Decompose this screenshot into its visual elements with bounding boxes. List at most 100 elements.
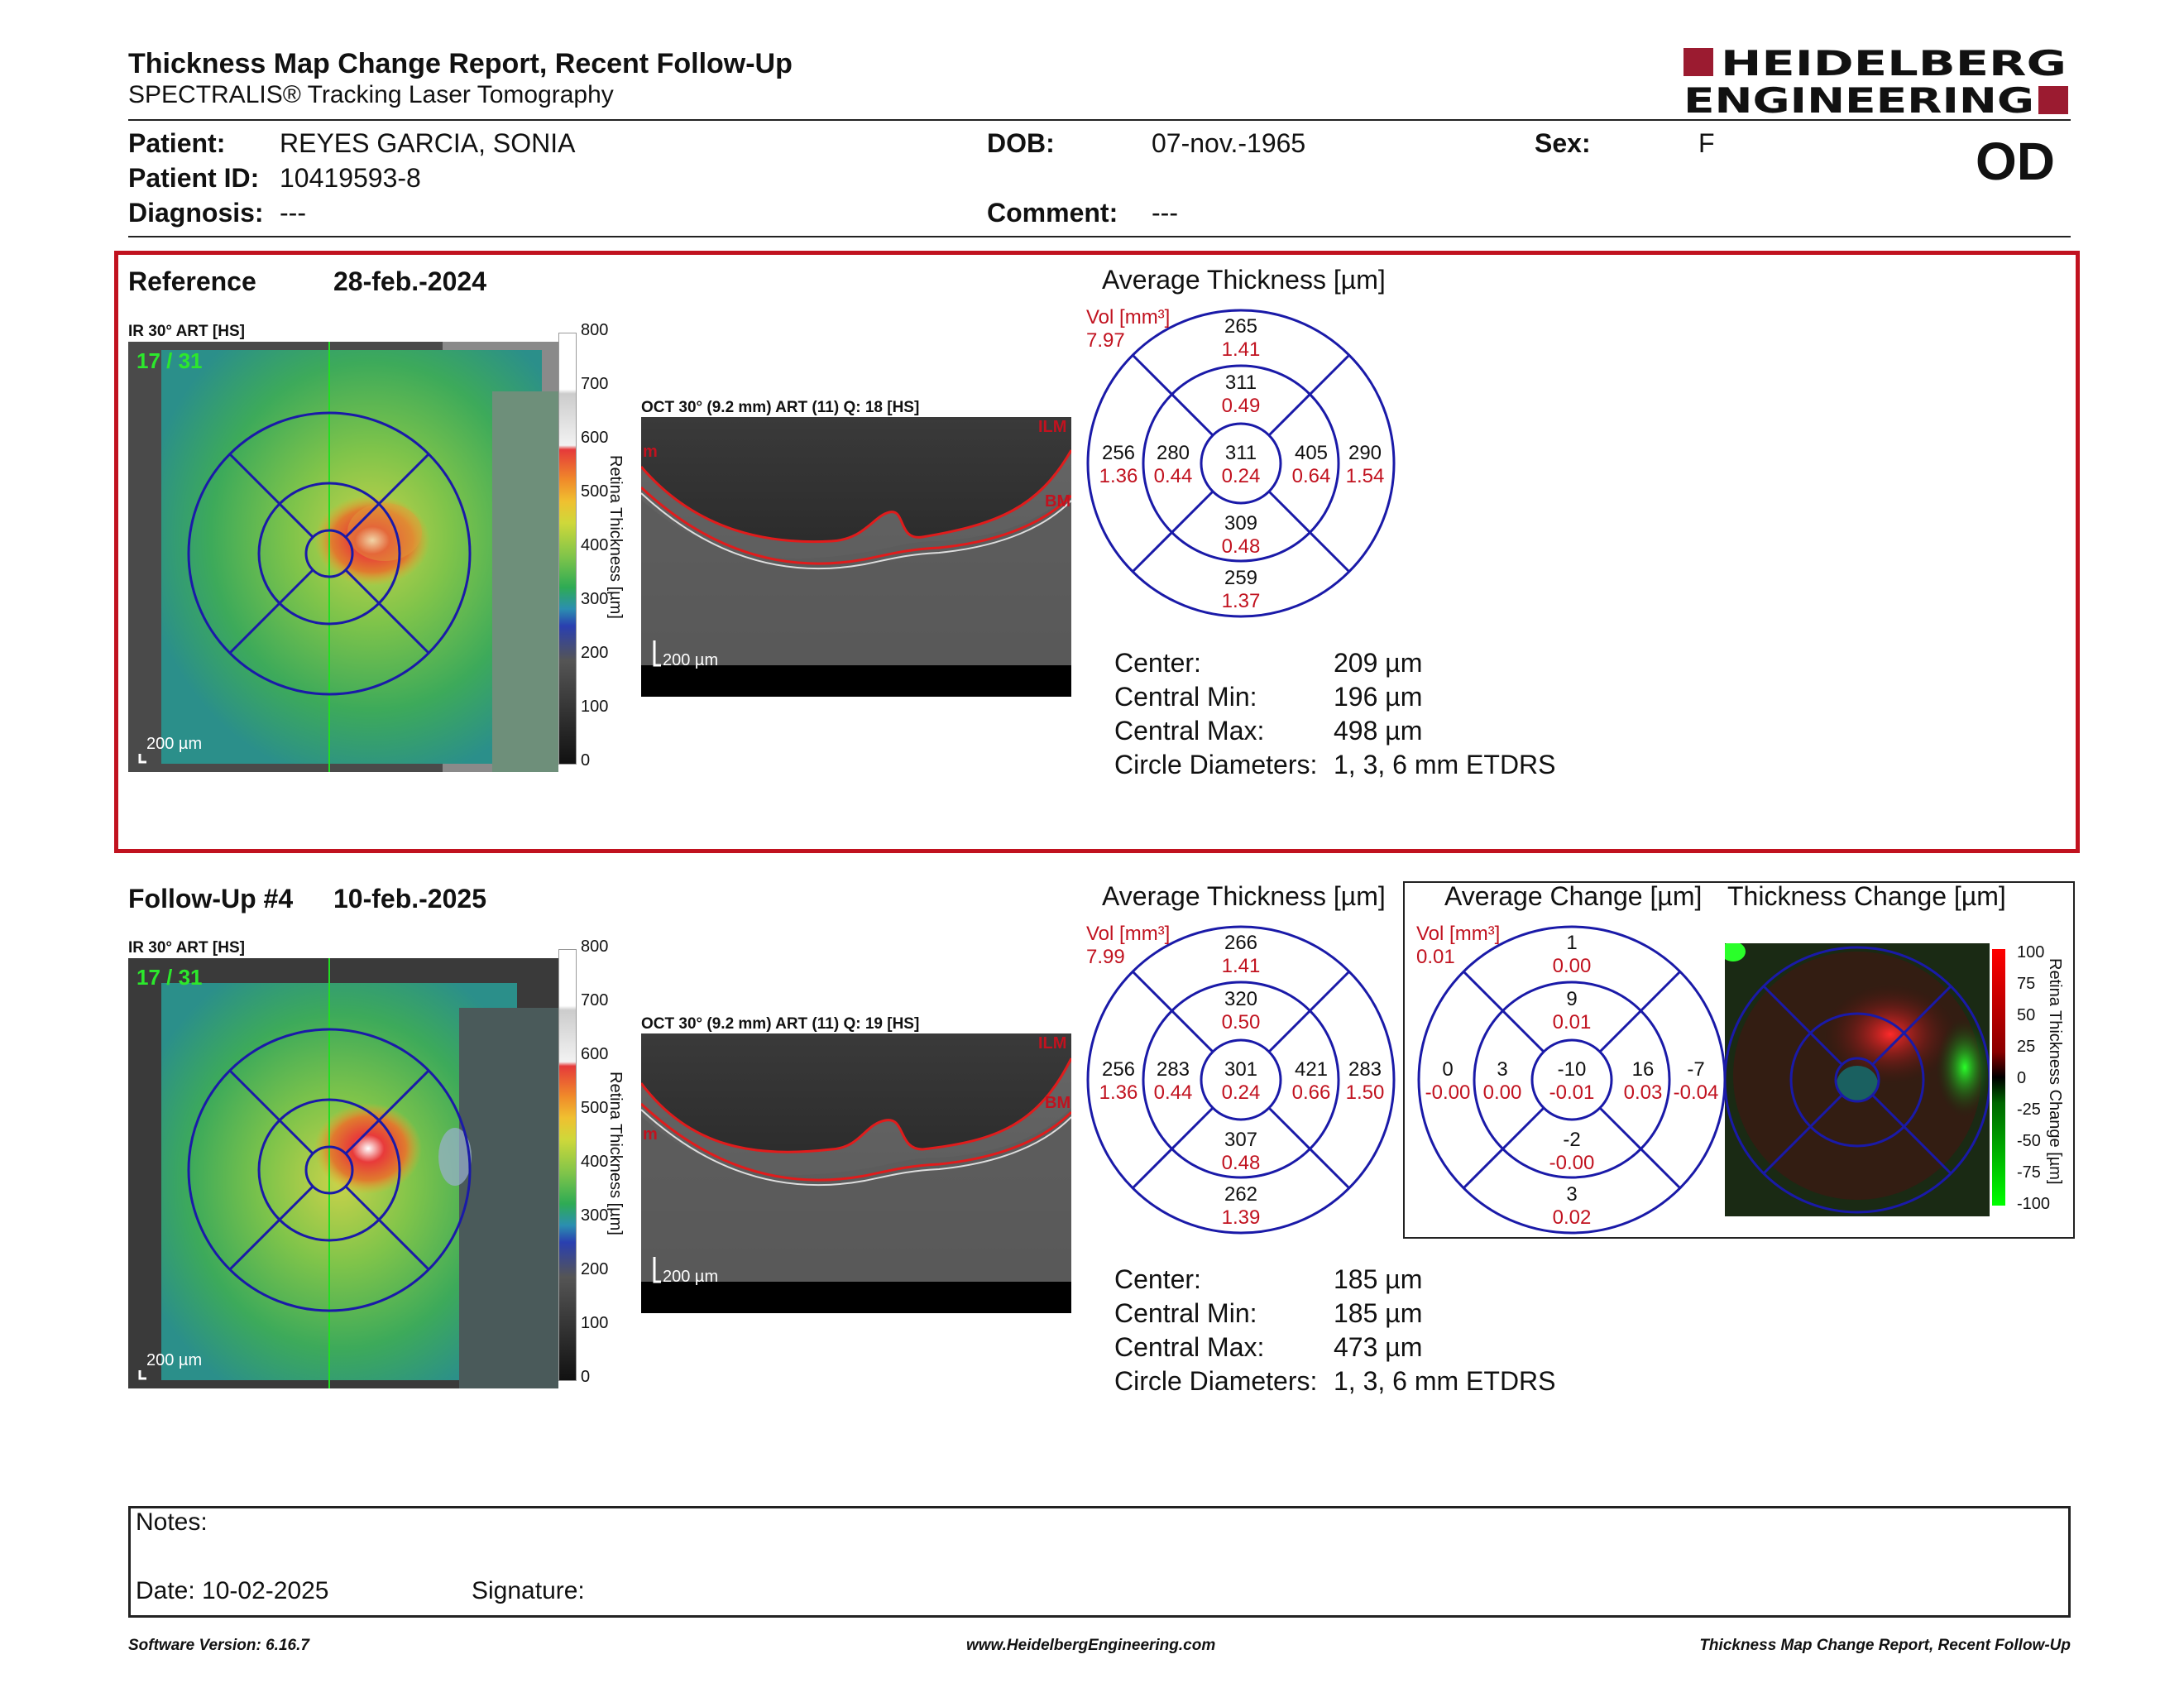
vol-label: Vol [mm³] <box>1086 923 1171 945</box>
patient-label: Patient: <box>128 128 226 158</box>
svg-text:1: 1 <box>1566 932 1577 954</box>
svg-text:290: 290 <box>1348 442 1382 464</box>
logo-line1: HEIDELBERG <box>1721 46 2067 84</box>
svg-text:265: 265 <box>1224 315 1257 338</box>
svg-text:1.50: 1.50 <box>1346 1081 1385 1104</box>
svg-text:0: 0 <box>1442 1058 1453 1081</box>
svg-text:256: 256 <box>1102 442 1135 464</box>
stat-diam-label: Circle Diameters: <box>1114 1366 1318 1396</box>
svg-text:0.03: 0.03 <box>1624 1081 1663 1104</box>
svg-text:1.36: 1.36 <box>1099 465 1138 487</box>
svg-text:-0.04: -0.04 <box>1674 1081 1719 1104</box>
oct-scale: 200 µm <box>663 1268 718 1286</box>
dob-value: 07-nov.-1965 <box>1152 128 1306 158</box>
stat-center-label: Center: <box>1114 1264 1201 1294</box>
vol-value: 7.97 <box>1086 329 1125 352</box>
stat-min-value: 196 µm <box>1334 682 1423 712</box>
svg-text:0.48: 0.48 <box>1222 1152 1261 1174</box>
svg-text:405: 405 <box>1295 442 1328 464</box>
ir-label: IR 30° ART [HS] <box>128 323 245 340</box>
map-scale: 200 µm <box>146 1351 202 1369</box>
svg-text:266: 266 <box>1224 932 1257 954</box>
oct-scale: 200 µm <box>663 651 718 669</box>
thickness-change-map <box>1725 943 1990 1216</box>
change-colorbar <box>1992 949 2005 1206</box>
svg-text:1.39: 1.39 <box>1222 1206 1261 1229</box>
oct-scan: ILM BM m 200 µm <box>641 1033 1071 1313</box>
svg-text:-7: -7 <box>1687 1058 1704 1081</box>
frame-counter: 17 / 31 <box>136 348 203 373</box>
eye-label: OD <box>1976 132 2055 191</box>
svg-text:0.49: 0.49 <box>1222 395 1261 417</box>
svg-text:0.02: 0.02 <box>1553 1206 1592 1229</box>
svg-text:311: 311 <box>1225 372 1257 394</box>
svg-text:9: 9 <box>1566 988 1577 1010</box>
stat-diam-label: Circle Diameters: <box>1114 750 1318 779</box>
followup-date: 10-feb.-2025 <box>333 884 486 914</box>
thickness-colorbar <box>558 949 577 1381</box>
svg-text:280: 280 <box>1157 442 1190 464</box>
logo-line2: ENGINEERING <box>1684 80 2034 116</box>
svg-text:m: m <box>643 1125 658 1144</box>
reference-date: 28-feb.-2024 <box>333 266 486 296</box>
svg-text:311: 311 <box>1225 442 1257 464</box>
svg-text:0.24: 0.24 <box>1222 465 1261 487</box>
change-vol-value: 0.01 <box>1416 946 1455 968</box>
svg-text:307: 307 <box>1224 1129 1257 1151</box>
svg-text:-0.00: -0.00 <box>1549 1152 1595 1174</box>
change-panel <box>1403 881 2075 1239</box>
stat-min-label: Central Min: <box>1114 682 1257 712</box>
heidelberg-logo: HEIDELBERG ENGINEERING <box>1684 43 2068 121</box>
colorbar-axis-label: Retina Thickness [µm] <box>604 1072 629 1270</box>
comment-label: Comment: <box>987 198 1118 228</box>
comment-value: --- <box>1152 198 1178 228</box>
svg-text:3: 3 <box>1566 1183 1577 1206</box>
stat-diam-value: 1, 3, 6 mm ETDRS <box>1334 750 1556 779</box>
svg-text:1.41: 1.41 <box>1222 955 1261 977</box>
svg-text:1.41: 1.41 <box>1222 338 1261 361</box>
svg-text:0.00: 0.00 <box>1553 955 1592 977</box>
svg-text:1.37: 1.37 <box>1222 590 1261 612</box>
svg-text:301: 301 <box>1224 1058 1257 1081</box>
svg-text:0.24: 0.24 <box>1222 1081 1261 1104</box>
thickness-map: 17 / 31 200 µm <box>128 342 558 772</box>
notes-box[interactable] <box>128 1506 2071 1618</box>
stat-diam-value: 1, 3, 6 mm ETDRS <box>1334 1366 1556 1396</box>
oct-scan: ILM BM m 200 µm <box>641 417 1071 697</box>
followup-label: Follow-Up #4 <box>128 884 294 914</box>
stat-min-value: 185 µm <box>1334 1298 1423 1328</box>
ir-label: IR 30° ART [HS] <box>128 939 245 957</box>
svg-text:Retina Thickness [µm]: Retina Thickness [µm] <box>606 1072 625 1235</box>
svg-text:3: 3 <box>1497 1058 1507 1081</box>
avg-thickness-title: Average Thickness [µm] <box>1102 265 1386 295</box>
footer-website[interactable]: www.HeidelbergEngineering.com <box>966 1637 1216 1654</box>
svg-text:16: 16 <box>1632 1058 1655 1081</box>
thickness-colorbar <box>558 333 577 765</box>
svg-text:256: 256 <box>1102 1058 1135 1081</box>
reference-label: Reference <box>128 266 256 296</box>
map-scale: 200 µm <box>146 735 202 753</box>
report-title: Thickness Map Change Report, Recent Foll… <box>128 48 793 79</box>
change-vol-label: Vol [mm³] <box>1416 923 1501 945</box>
diagnosis-label: Diagnosis: <box>128 198 264 228</box>
svg-text:421: 421 <box>1295 1058 1328 1081</box>
svg-text:-10: -10 <box>1558 1058 1587 1081</box>
avg-change-title: Average Change [µm] <box>1444 881 1703 911</box>
signature-label: Signature: <box>472 1577 585 1604</box>
footer-report-name: Thickness Map Change Report, Recent Foll… <box>1699 1637 2071 1654</box>
patient-value: REYES GARCIA, SONIA <box>280 128 576 158</box>
etdrs-grid: 265 1.41 311 0.49 311 0.24 280 0.44 256 … <box>1084 306 1398 621</box>
svg-text:0.01: 0.01 <box>1553 1011 1592 1033</box>
svg-text:ILM: ILM <box>1038 1034 1066 1053</box>
svg-text:0.44: 0.44 <box>1154 465 1193 487</box>
reference-frame <box>114 251 2080 853</box>
etdrs-grid: 266 1.41 320 0.50 301 0.24 283 0.44 256 … <box>1084 923 1398 1237</box>
divider <box>128 119 2071 121</box>
svg-text:0.48: 0.48 <box>1222 535 1261 558</box>
svg-text:0.64: 0.64 <box>1292 465 1331 487</box>
stat-max-label: Central Max: <box>1114 716 1265 746</box>
svg-text:262: 262 <box>1224 1183 1257 1206</box>
stat-center-value: 209 µm <box>1334 648 1423 678</box>
svg-text:-2: -2 <box>1563 1129 1580 1151</box>
svg-text:-0.01: -0.01 <box>1549 1081 1595 1104</box>
